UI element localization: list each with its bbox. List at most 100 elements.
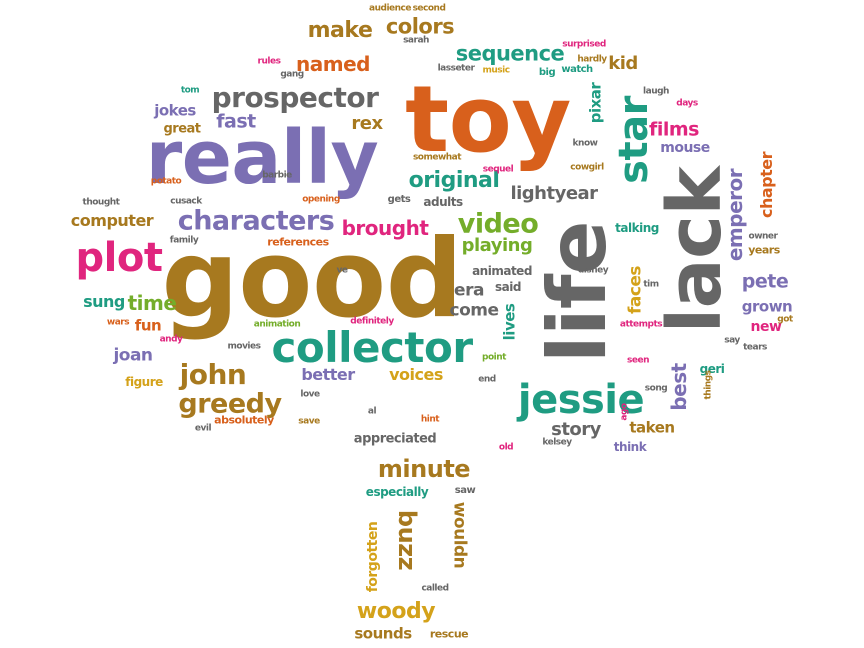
cloud-word: colors (385, 14, 455, 39)
cloud-word: faces (625, 265, 646, 315)
cloud-word: sarah (403, 35, 429, 46)
cloud-word: hint (420, 414, 440, 425)
cloud-word: say (724, 335, 740, 346)
cloud-word: sounds (354, 624, 412, 643)
cloud-word: jokes (154, 101, 196, 120)
cloud-word: playing (461, 235, 533, 256)
cloud-word: chapter (757, 151, 776, 219)
cloud-word: al (367, 406, 377, 417)
cloud-word: come (449, 300, 500, 321)
cloud-word: said (495, 280, 521, 294)
cloud-word: best (667, 363, 691, 411)
cloud-word: lasseter (437, 63, 475, 74)
cloud-word: old (498, 442, 514, 453)
cloud-word: animated (472, 264, 532, 278)
cloud-word: laugh (643, 86, 669, 97)
cloud-word: potato (150, 176, 182, 187)
cloud-word: cowgirl (570, 162, 604, 173)
cloud-word: voices (389, 365, 443, 384)
cloud-word: sequence (455, 41, 565, 66)
cloud-word: somewhat (412, 152, 462, 163)
cloud-word: toy (405, 66, 571, 173)
cloud-word: computer (70, 211, 154, 230)
cloud-word: original (408, 168, 500, 193)
cloud-word: second (412, 3, 446, 14)
cloud-word: prospector (211, 81, 379, 114)
cloud-word: sequel (482, 164, 514, 175)
cloud-word: ago (619, 403, 630, 421)
cloud-word: evil (194, 423, 212, 434)
cloud-word: rescue (429, 627, 469, 641)
cloud-word: make (307, 18, 373, 43)
cloud-word: seen (627, 355, 649, 366)
cloud-word: rules (257, 56, 281, 67)
cloud-word: saw (454, 485, 476, 496)
cloud-word: family (169, 235, 199, 246)
cloud-word: woody (356, 599, 436, 624)
cloud-word: lack (652, 166, 738, 334)
cloud-word: really (145, 115, 379, 201)
cloud-word: fast (216, 110, 256, 133)
cloud-word: wars (106, 317, 130, 328)
cloud-word: save (298, 416, 320, 427)
cloud-word: jessie (517, 377, 645, 423)
cloud-word: geri (699, 362, 725, 376)
cloud-word: adults (423, 195, 463, 209)
cloud-word: life (531, 221, 624, 363)
cloud-word: new (750, 319, 782, 335)
cloud-word: grown (741, 297, 793, 316)
cloud-word: end (478, 374, 496, 385)
cloud-word: collector (271, 323, 473, 372)
cloud-word: know (572, 138, 598, 149)
cloud-word: named (296, 52, 370, 76)
cloud-word: tom (180, 85, 200, 96)
cloud-word: disney (577, 265, 609, 276)
cloud-word: song (644, 383, 668, 394)
cloud-word: attempts (619, 319, 663, 330)
cloud-word: better (301, 365, 355, 384)
cloud-word: point (482, 352, 506, 363)
cloud-word: big (538, 67, 556, 78)
cloud-word: figure (125, 375, 163, 389)
cloud-word: ve (336, 265, 348, 276)
cloud-word: kelsey (542, 437, 572, 448)
cloud-word: tim (643, 279, 659, 290)
cloud-word: references (267, 235, 329, 249)
cloud-word: thought (82, 197, 120, 208)
cloud-word: think (613, 440, 647, 454)
cloud-word: appreciated (353, 431, 437, 447)
cloud-word: surprised (562, 39, 606, 50)
cloud-word: lives (500, 303, 519, 341)
cloud-word: era (454, 280, 484, 301)
cloud-word: barbie (262, 170, 292, 181)
cloud-word: years (748, 243, 780, 257)
cloud-word: fun (134, 316, 162, 335)
cloud-word: good (161, 217, 463, 342)
cloud-word: forgotten (365, 521, 381, 593)
cloud-word: characters (177, 205, 335, 237)
cloud-word: mouse (660, 140, 710, 156)
cloud-word: audience (369, 3, 411, 14)
cloud-word: video (457, 208, 539, 240)
cloud-word: andy (159, 334, 183, 345)
cloud-word: definitely (350, 316, 394, 327)
cloud-word: pixar (586, 82, 605, 124)
cloud-word: story (551, 419, 601, 440)
cloud-word: tears (743, 342, 767, 353)
cloud-word: star (611, 96, 657, 184)
cloud-word: taken (629, 418, 675, 437)
cloud-word: great (163, 121, 201, 137)
cloud-word: films (649, 118, 699, 141)
cloud-word: joan (113, 345, 153, 366)
cloud-word: love (300, 389, 320, 400)
cloud-word: kid (608, 53, 638, 74)
cloud-word: called (421, 583, 449, 594)
cloud-word: music (482, 65, 510, 76)
cloud-word: gets (387, 194, 411, 205)
cloud-word: lightyear (510, 183, 598, 204)
cloud-word: emperor (723, 168, 747, 262)
cloud-word: watch (561, 64, 593, 75)
cloud-word: got (777, 314, 793, 325)
cloud-word: gang (280, 69, 304, 80)
